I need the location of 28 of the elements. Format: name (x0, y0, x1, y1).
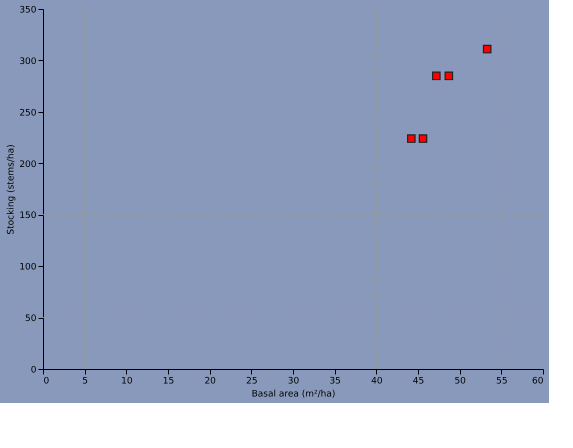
x-tick-label: 50 (454, 376, 466, 386)
x-tick-label: 25 (246, 376, 258, 386)
x-tick-label: 45 (412, 376, 424, 386)
point (407, 134, 416, 143)
point (482, 44, 492, 54)
y-tick-label: 150 (19, 211, 37, 222)
x-tick-label: 40 (371, 376, 383, 386)
y-tick-label: 0 (30, 366, 37, 376)
x-tick-label: 20 (204, 376, 216, 386)
y-tick-label: 100 (19, 262, 37, 273)
x-tick-label: 35 (329, 376, 341, 386)
y-tick-label: 50 (25, 314, 37, 324)
x-tick-label: 10 (121, 376, 133, 386)
x-tick-label: 5 (82, 376, 88, 386)
x-tick-label: 30 (288, 376, 300, 386)
y-tick-label: 250 (19, 108, 37, 118)
y-tick-label: 200 (19, 160, 37, 170)
x-tick-label: 60 (532, 376, 544, 386)
x-tick-label: 55 (496, 376, 508, 386)
point (432, 72, 441, 80)
y-axis-title: Stocking (stems/ha) (6, 144, 16, 235)
point (444, 72, 454, 80)
x-tick-label: 15 (162, 376, 174, 386)
x-tick-label: 0 (44, 376, 50, 386)
y-tick-label: 300 (19, 56, 37, 67)
x-axis-title: Basal area (m²/ha) (252, 390, 336, 400)
point (418, 134, 428, 143)
y-tick-label: 350 (19, 6, 37, 16)
